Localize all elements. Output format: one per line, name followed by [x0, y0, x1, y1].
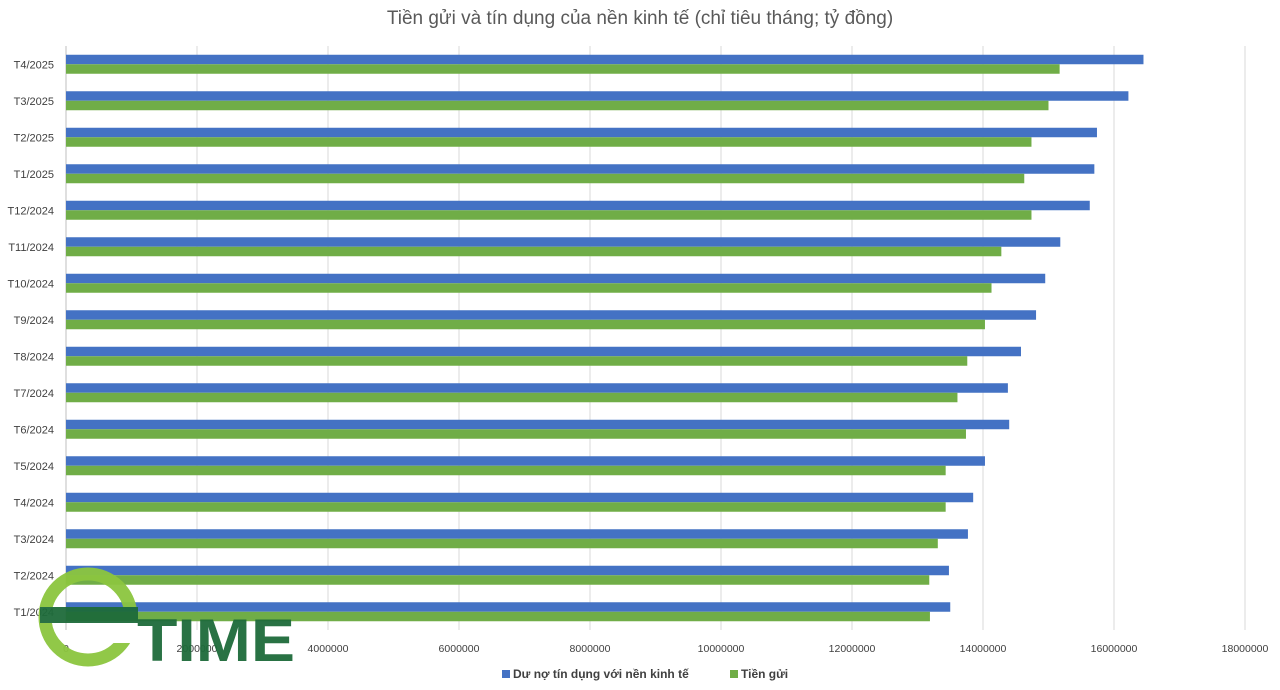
bar-credit — [66, 237, 1061, 247]
y-tick-label: T3/2024 — [14, 534, 54, 546]
y-tick-label: T2/2024 — [14, 570, 54, 582]
bar-deposit — [66, 319, 985, 330]
bar-credit — [66, 529, 968, 539]
x-tick-label: 16000000 — [1091, 643, 1138, 655]
legend: Dư nợ tín dụng với nền kinh tế Tiền gửi — [502, 667, 788, 681]
x-tick-label: 18000000 — [1222, 643, 1269, 655]
bar-credit — [66, 456, 985, 466]
y-tick-labels: T4/2025 T3/2025 T2/2025 T1/2025 T12/2024 T11/… — [8, 59, 54, 619]
bar-credit — [66, 273, 1046, 284]
legend-label: Dư nợ tín dụng với nền kinh tế — [513, 667, 689, 681]
x-tick-label: 4000000 — [308, 643, 349, 655]
bar-credit — [66, 419, 1010, 430]
etime-logo: TIME — [38, 567, 295, 674]
bar-deposit — [66, 392, 958, 403]
y-tick-label: T6/2024 — [14, 424, 54, 436]
y-tick-label: T3/2025 — [14, 96, 54, 108]
legend-label: Tiền gửi — [741, 667, 788, 681]
bar-deposit — [66, 429, 966, 439]
legend-swatch — [502, 670, 510, 678]
bar-credit — [66, 54, 1144, 65]
x-tick-label: 2000000 — [177, 643, 218, 655]
y-tick-label: T9/2024 — [14, 315, 54, 327]
y-tick-label: T5/2024 — [14, 461, 54, 473]
y-tick-label: T2/2025 — [14, 132, 54, 144]
bar-credit — [66, 565, 949, 576]
bar-deposit — [66, 465, 946, 476]
y-tick-label: T4/2025 — [14, 59, 54, 71]
bar-credit — [66, 127, 1097, 138]
bar-credit — [66, 383, 1008, 393]
x-tick-label: 8000000 — [570, 643, 611, 655]
bar-deposit — [66, 611, 930, 622]
logo-e-gap — [110, 623, 146, 643]
y-tick-label: T7/2024 — [14, 388, 54, 400]
y-tick-label: T8/2024 — [14, 351, 54, 363]
y-tick-label: T1/2025 — [14, 169, 54, 181]
chart-title: Tiền gửi và tín dụng của nền kinh tế (ch… — [387, 8, 893, 29]
bar-deposit — [66, 100, 1049, 111]
logo-e-bar — [40, 607, 138, 623]
bar-deposit — [66, 64, 1060, 74]
y-tick-label: T10/2024 — [8, 278, 54, 290]
bar-deposit — [66, 575, 930, 585]
bar-deposit — [66, 283, 992, 293]
bar-deposit — [66, 210, 1032, 220]
bar-credit — [66, 91, 1129, 101]
x-tick-label: 6000000 — [439, 643, 480, 655]
legend-swatch — [730, 670, 738, 678]
bar-credit — [66, 602, 951, 612]
bar-credit — [66, 310, 1037, 320]
bar-credit — [66, 346, 1021, 357]
bar-deposit — [66, 356, 968, 366]
bar-credit — [66, 164, 1095, 174]
bars — [66, 54, 1144, 622]
bar-deposit — [66, 246, 1002, 257]
x-tick-label: 12000000 — [829, 643, 876, 655]
x-tick-label: 10000000 — [698, 643, 745, 655]
logo-wordmark: TIME — [137, 607, 295, 674]
bar-credit — [66, 200, 1090, 211]
bar-deposit — [66, 538, 938, 549]
bar-credit — [66, 492, 974, 503]
y-tick-label: T4/2024 — [14, 497, 54, 509]
y-tick-label: T11/2024 — [8, 242, 54, 254]
bar-deposit — [66, 502, 946, 512]
bar-deposit — [66, 137, 1032, 147]
x-tick-label: 14000000 — [960, 643, 1007, 655]
bar-deposit — [66, 173, 1025, 184]
y-tick-label: T12/2024 — [8, 205, 54, 217]
